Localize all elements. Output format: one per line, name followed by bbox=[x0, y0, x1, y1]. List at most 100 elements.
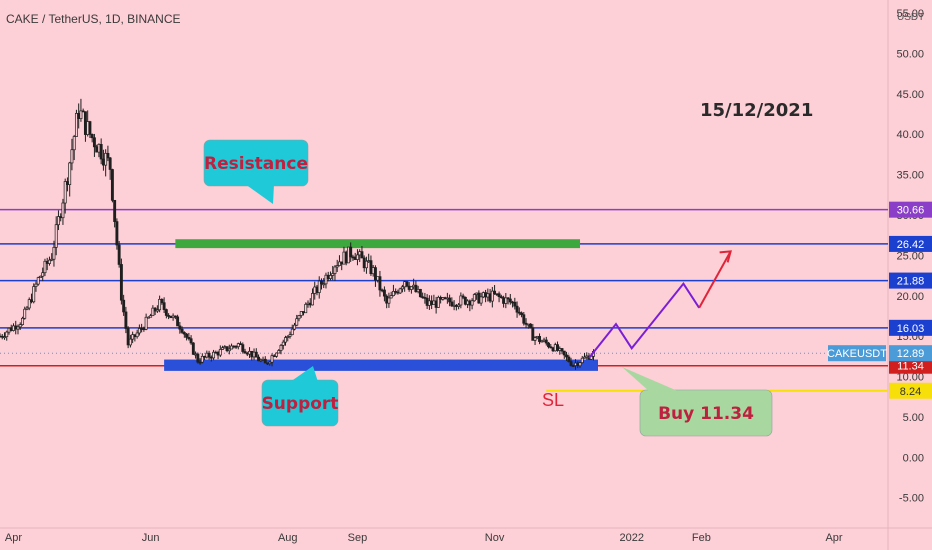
candle-body bbox=[432, 300, 436, 305]
candle-body bbox=[142, 328, 146, 330]
candle-body bbox=[517, 311, 521, 314]
candle-body bbox=[547, 342, 550, 348]
candle-body bbox=[412, 284, 416, 288]
buy-callout-pointer bbox=[622, 367, 680, 392]
candle-body bbox=[23, 308, 27, 319]
candle-body bbox=[569, 361, 573, 366]
candle-body bbox=[515, 305, 519, 313]
candle-body bbox=[508, 298, 512, 303]
candle-body bbox=[430, 300, 434, 305]
x-tick-label: Apr bbox=[5, 532, 22, 544]
x-tick-label: Sep bbox=[348, 532, 368, 544]
candle-body bbox=[203, 355, 207, 358]
candle-body bbox=[382, 289, 386, 297]
candle-body bbox=[167, 315, 171, 317]
candle-body bbox=[322, 283, 326, 286]
candle-body bbox=[574, 362, 577, 366]
candle-body bbox=[57, 216, 60, 226]
candle-body bbox=[367, 260, 371, 262]
buy-callout-label: Buy 11.34 bbox=[658, 404, 754, 424]
candle-body bbox=[92, 137, 96, 148]
candle-body bbox=[454, 304, 458, 307]
candle-body bbox=[313, 286, 317, 294]
candle-body bbox=[414, 284, 418, 293]
candle-body bbox=[207, 352, 211, 358]
candle-body bbox=[254, 351, 258, 358]
candle-body bbox=[137, 328, 141, 334]
candle-body bbox=[504, 297, 508, 304]
candle-body bbox=[360, 251, 364, 259]
candle-body bbox=[583, 356, 586, 359]
candle-body bbox=[311, 293, 314, 306]
projection-red-path bbox=[698, 250, 732, 309]
candle-body bbox=[448, 297, 452, 303]
price-tag-label: 11.34 bbox=[897, 361, 924, 373]
candle-body bbox=[90, 134, 94, 139]
resistance-callout-pointer bbox=[245, 184, 274, 204]
candle-body bbox=[135, 332, 139, 338]
candle-body bbox=[461, 295, 465, 298]
candle-body bbox=[364, 260, 368, 269]
candle-body bbox=[234, 345, 238, 348]
candle-body bbox=[562, 350, 566, 356]
resistance-zone bbox=[175, 239, 581, 249]
candle-body bbox=[185, 333, 189, 338]
candle-body bbox=[5, 331, 9, 338]
candle-body bbox=[409, 286, 413, 290]
candle-body bbox=[540, 340, 544, 343]
candle-body bbox=[252, 351, 256, 358]
candle-body bbox=[149, 315, 153, 318]
resistance-callout-label: Resistance bbox=[204, 154, 308, 174]
candle-body bbox=[347, 246, 350, 264]
candle-body bbox=[315, 286, 319, 293]
candle-body bbox=[405, 281, 409, 287]
candle-body bbox=[36, 277, 40, 285]
candle-body bbox=[68, 162, 72, 185]
candle-body bbox=[250, 350, 254, 358]
candle-body bbox=[288, 334, 292, 337]
candle-body bbox=[450, 301, 454, 307]
candle-body bbox=[45, 260, 49, 264]
candle-body bbox=[385, 295, 389, 304]
candle-body bbox=[151, 307, 155, 317]
candle-body bbox=[443, 297, 447, 300]
candle-body bbox=[387, 297, 391, 304]
candle-body bbox=[378, 276, 382, 291]
candle-body bbox=[27, 299, 31, 309]
candle-body bbox=[115, 221, 119, 246]
candle-body bbox=[463, 296, 467, 305]
candle-body bbox=[126, 328, 130, 346]
candle-body bbox=[416, 288, 420, 293]
support-zone bbox=[164, 359, 598, 371]
x-tick-label: Aug bbox=[278, 532, 298, 544]
candle-body bbox=[25, 307, 29, 310]
candle-body bbox=[488, 293, 492, 302]
candle-body bbox=[214, 351, 218, 354]
candle-body bbox=[542, 339, 546, 342]
candle-body bbox=[48, 259, 51, 264]
candle-body bbox=[556, 344, 559, 351]
candle-body bbox=[50, 258, 54, 261]
candle-body bbox=[293, 324, 296, 330]
candle-body bbox=[418, 288, 422, 298]
candle-body bbox=[373, 267, 377, 281]
price-tag-label: 30.66 bbox=[897, 205, 925, 217]
price-tag-5 bbox=[889, 382, 932, 399]
candle-body bbox=[52, 247, 56, 260]
candle-body bbox=[176, 316, 180, 327]
candle-body bbox=[477, 292, 481, 304]
candle-body bbox=[232, 345, 236, 348]
candle-body bbox=[286, 336, 290, 338]
y-tick-label: -5.00 bbox=[899, 493, 924, 505]
candle-body bbox=[299, 311, 303, 316]
candle-body bbox=[324, 274, 328, 285]
candle-body bbox=[380, 289, 384, 292]
candle-body bbox=[427, 300, 431, 306]
candle-body bbox=[239, 343, 242, 346]
candle-body bbox=[398, 288, 402, 294]
candle-body bbox=[88, 121, 92, 135]
candle-body bbox=[268, 361, 272, 364]
candle-body bbox=[32, 286, 36, 303]
